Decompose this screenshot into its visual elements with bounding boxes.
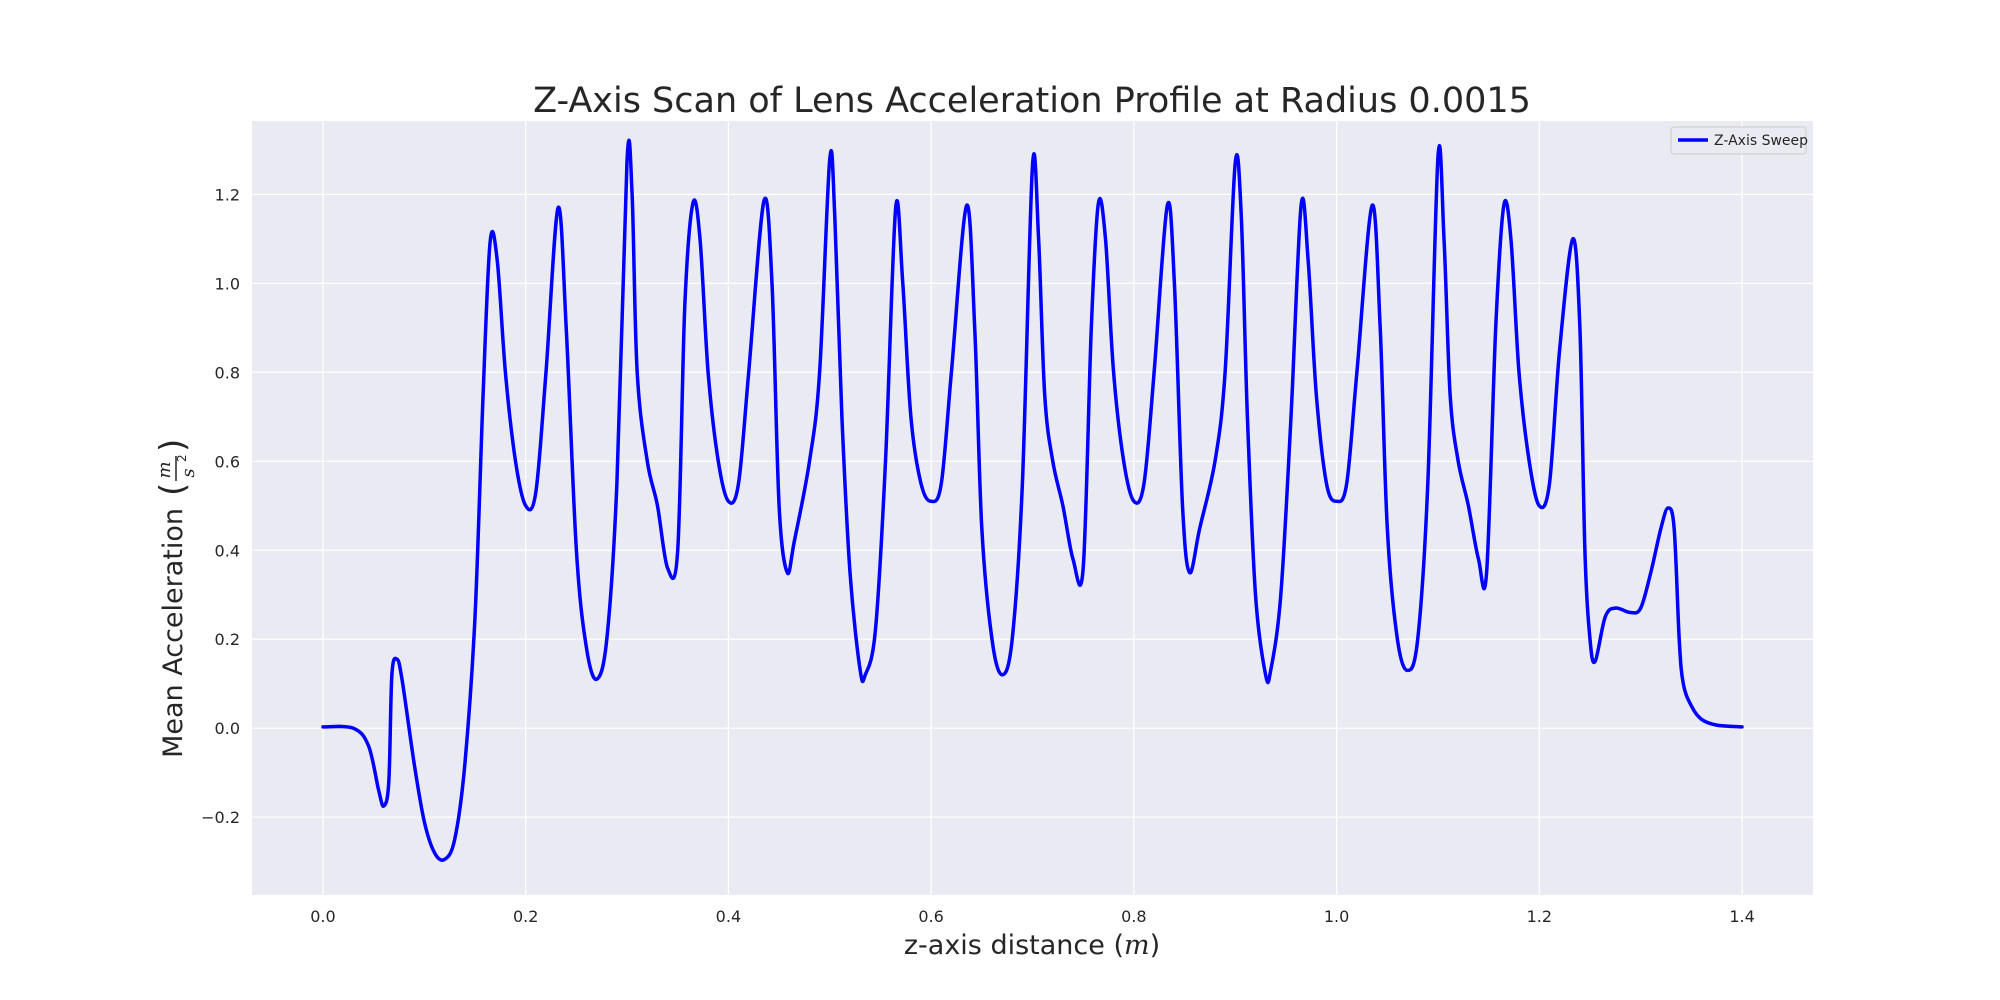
- legend-label: Z-Axis Sweep: [1714, 133, 1808, 149]
- legend: Z-Axis Sweep: [1670, 126, 1808, 155]
- x-axis-label: z-axis distance (m): [904, 930, 1160, 961]
- x-axis-unit: m: [1124, 930, 1150, 961]
- x-tick-label: 1.0: [1324, 907, 1349, 926]
- y-axis-unit-num: m: [154, 461, 175, 478]
- tick-labels: 0.0 0.2 0.4 0.6 0.8 1.0 1.2 1.4 −0.2 0.0 0.2 0.4 0.6…: [201, 185, 1755, 926]
- y-axis-unit-close: ): [153, 439, 193, 452]
- x-tick-label: 0.2: [513, 907, 538, 926]
- legend-box: [1670, 126, 1807, 155]
- y-tick-label: 0.0: [215, 719, 240, 738]
- x-axis-label-text: z-axis distance: [904, 930, 1105, 961]
- y-axis-unit-open: (: [153, 483, 193, 496]
- y-tick-label: 0.2: [215, 630, 240, 649]
- plot-background: [252, 121, 1813, 895]
- x-tick-label: 0.8: [1121, 907, 1146, 926]
- y-tick-label: 0.6: [215, 452, 240, 471]
- x-tick-label: 1.4: [1729, 907, 1754, 926]
- y-axis-label: Mean Acceleration ( m s 2 ): [153, 439, 199, 758]
- x-tick-label: 0.4: [716, 907, 741, 926]
- y-tick-label: 0.8: [215, 363, 240, 382]
- chart-title: Z-Axis Scan of Lens Acceleration Profile…: [533, 81, 1531, 121]
- y-axis-label-text: Mean Acceleration: [158, 508, 189, 758]
- series-layer: [321, 138, 1744, 862]
- series-line-z-axis-sweep: [321, 138, 1744, 862]
- y-axis-unit-exp: 2: [175, 454, 189, 462]
- y-tick-label: 1.0: [215, 274, 240, 293]
- x-axis-unit-open: (: [1105, 930, 1124, 961]
- y-tick-label: −0.2: [201, 808, 240, 827]
- x-axis-unit-close: ): [1150, 930, 1161, 961]
- y-axis-unit-den: s: [178, 468, 199, 477]
- x-tick-label: 0.0: [310, 907, 335, 926]
- y-tick-label: 1.2: [215, 185, 240, 204]
- y-tick-label: 0.4: [215, 541, 240, 560]
- x-tick-label: 1.2: [1527, 907, 1552, 926]
- x-tick-label: 0.6: [918, 907, 943, 926]
